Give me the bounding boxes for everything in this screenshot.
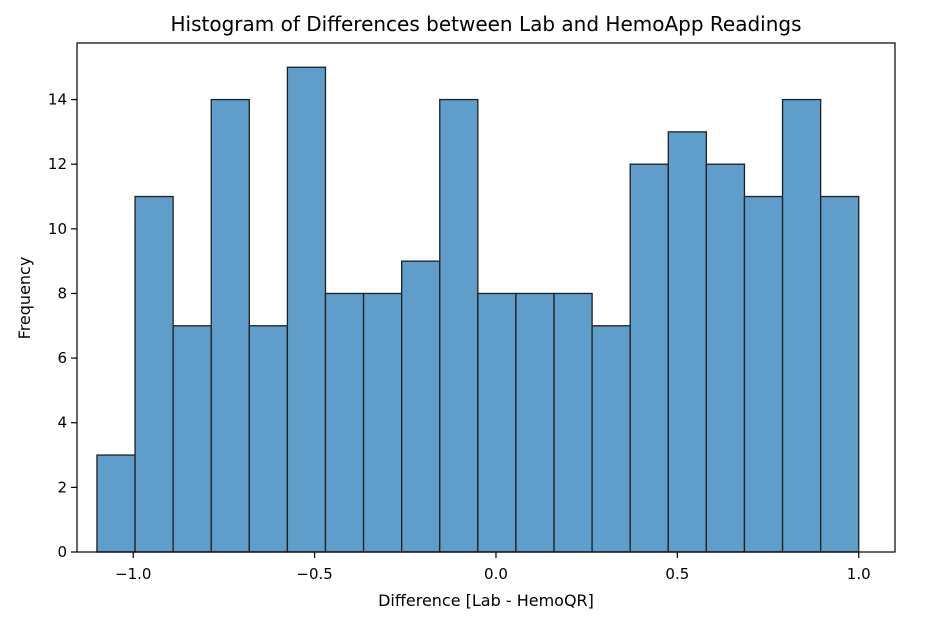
histogram-bar (439, 98, 479, 553)
y-tick-label: 8 (57, 284, 67, 302)
histogram-bar (553, 292, 593, 553)
histogram-bar (705, 163, 746, 553)
x-tick-label: 1.0 (847, 565, 871, 583)
y-tick-label: 14 (48, 91, 67, 109)
x-tick-label: −1.0 (115, 565, 151, 583)
histogram-bar (362, 292, 403, 553)
histogram-bar (477, 292, 517, 553)
histogram-bar (134, 195, 174, 553)
x-axis-label: Difference [Lab - HemoQR] (378, 591, 594, 610)
x-tick-label: 0.0 (484, 565, 508, 583)
histogram-bar (324, 292, 365, 553)
histogram-bar (743, 195, 784, 553)
y-tick-label: 2 (57, 478, 67, 496)
histogram-bar (210, 98, 250, 553)
histogram-bar (286, 66, 327, 553)
y-axis-label: Frequency (15, 257, 34, 340)
chart-title: Histogram of Differences between Lab and… (171, 12, 802, 36)
y-axis-ticks: 0 2 4 6 8 10 12 14 (48, 91, 77, 561)
histogram-bar (667, 131, 708, 553)
y-tick-label: 6 (57, 349, 67, 367)
histogram-bar (248, 325, 289, 553)
histogram-bar (172, 325, 212, 553)
plot-frame (76, 42, 896, 553)
y-tick-label: 10 (48, 220, 67, 238)
y-tick-label: 12 (48, 155, 67, 173)
x-tick-label: 0.5 (665, 565, 689, 583)
x-axis-ticks: −1.0 −0.5 0.0 0.5 1.0 (115, 552, 871, 583)
histogram-bar (819, 195, 860, 553)
y-tick-label: 0 (57, 543, 67, 561)
histogram-bar (515, 292, 555, 553)
histogram-bar (629, 163, 669, 553)
histogram-bar (591, 325, 631, 553)
bars-group (96, 66, 860, 553)
y-tick-label: 4 (57, 414, 67, 432)
x-tick-label: −0.5 (296, 565, 332, 583)
histogram-bar (781, 98, 822, 553)
histogram-bar (96, 454, 136, 553)
histogram-bar (401, 260, 441, 553)
